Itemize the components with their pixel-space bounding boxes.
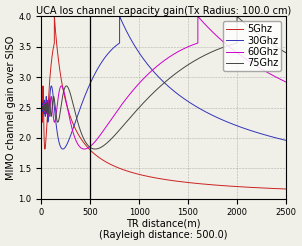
30Ghz — [61, 148, 65, 151]
60Ghz — [88, 145, 92, 148]
30Ghz — [82, 98, 85, 101]
60Ghz — [164, 58, 168, 61]
60Ghz — [40, 106, 43, 109]
60Ghz — [196, 15, 200, 18]
Title: UCA los channel capacity gain(Tx Radius: 100.0 cm): UCA los channel capacity gain(Tx Radius:… — [36, 6, 291, 15]
X-axis label: TR distance(m)
(Rayleigh distance: 500.0): TR distance(m) (Rayleigh distance: 500.0… — [99, 219, 228, 240]
30Ghz — [284, 139, 288, 142]
Line: 60Ghz: 60Ghz — [41, 16, 302, 149]
30Ghz — [40, 106, 43, 109]
Line: 75Ghz: 75Ghz — [41, 16, 302, 149]
60Ghz — [119, 104, 123, 107]
30Ghz — [90, 78, 94, 81]
5Ghz — [40, 107, 43, 109]
60Ghz — [82, 148, 86, 151]
5Ghz — [47, 98, 50, 101]
60Ghz — [141, 78, 144, 81]
Line: 5Ghz: 5Ghz — [41, 16, 286, 189]
5Ghz — [43, 145, 47, 148]
75Ghz — [112, 135, 115, 138]
75Ghz — [291, 55, 294, 58]
Line: 30Ghz: 30Ghz — [41, 16, 286, 149]
5Ghz — [284, 187, 288, 190]
75Ghz — [234, 42, 238, 45]
75Ghz — [93, 148, 97, 151]
5Ghz — [55, 42, 58, 45]
60Ghz — [124, 98, 127, 101]
75Ghz — [216, 48, 219, 51]
5Ghz — [50, 58, 53, 61]
5Ghz — [48, 78, 52, 81]
30Ghz — [102, 58, 106, 61]
30Ghz — [64, 145, 67, 148]
30Ghz — [131, 41, 135, 44]
75Ghz — [235, 15, 239, 18]
30Ghz — [118, 15, 121, 18]
75Ghz — [139, 105, 142, 108]
Y-axis label: MIMO channel gain over SISO: MIMO channel gain over SISO — [5, 35, 16, 180]
5Ghz — [46, 104, 50, 107]
75Ghz — [40, 106, 43, 109]
30Ghz — [79, 104, 83, 107]
60Ghz — [223, 41, 226, 44]
Legend: 5Ghz, 30Ghz, 60Ghz, 75Ghz: 5Ghz, 30Ghz, 60Ghz, 75Ghz — [223, 21, 281, 71]
5Ghz — [53, 15, 56, 18]
